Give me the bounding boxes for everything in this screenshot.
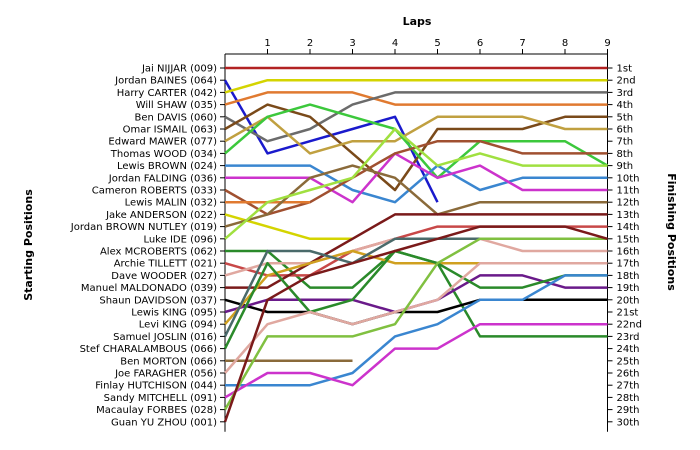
finish-position-label: 2nd xyxy=(617,76,636,87)
finish-position-label: 6th xyxy=(617,125,634,136)
lap-tick-label: 5 xyxy=(434,38,440,49)
finish-position-label: 19th xyxy=(617,283,640,294)
finish-position-label: 12th xyxy=(617,198,640,209)
driver-line xyxy=(224,322,608,399)
finish-position-label: 5th xyxy=(617,112,634,123)
driver-start-label: Guan YU ZHOU (001) xyxy=(111,417,217,428)
finish-position-label: 29th xyxy=(617,405,640,416)
driver-start-label: Will SHAW (035) xyxy=(136,100,217,111)
finish-position-label: 15th xyxy=(617,234,640,245)
finish-position-label: 20th xyxy=(617,295,640,306)
driver-start-label: Levi KING (094) xyxy=(139,320,217,331)
driver-start-label: Finlay HUTCHISON (044) xyxy=(95,381,217,392)
driver-line xyxy=(224,164,608,228)
driver-start-label: Alex MCROBERTS (062) xyxy=(100,247,217,258)
finish-position-label: 28th xyxy=(617,393,640,404)
driver-line xyxy=(224,115,608,155)
driver-line xyxy=(223,225,608,423)
lap-tick-label: 4 xyxy=(392,38,398,49)
finish-position-label: 17th xyxy=(617,259,640,270)
finish-position-label: 11th xyxy=(617,186,640,197)
driver-lines xyxy=(223,66,609,423)
lap-tick-labels: 1 2 3 4 5 6 7 8 9 xyxy=(264,38,610,49)
axes xyxy=(220,49,613,432)
finish-position-label: 7th xyxy=(617,137,634,148)
driver-start-label: Thomas WOOD (034) xyxy=(110,149,217,160)
finish-position-label: 23rd xyxy=(617,332,640,343)
driver-line xyxy=(225,152,608,204)
finish-position-label: 10th xyxy=(617,173,640,184)
lap-tick-label: 8 xyxy=(562,38,568,49)
driver-start-label: Jordan BAINES (064) xyxy=(114,76,217,87)
y-axis-left-label: Starting Positions xyxy=(22,189,35,301)
driver-line xyxy=(225,164,608,204)
driver-start-label: Manuel MALDONADO (039) xyxy=(81,283,217,294)
driver-line xyxy=(224,91,608,106)
finish-position-label: 26th xyxy=(617,369,640,380)
driver-line xyxy=(223,237,608,337)
driver-line xyxy=(224,298,608,326)
finish-position-label: 3rd xyxy=(617,88,634,99)
lap-tick-label: 9 xyxy=(604,38,610,49)
finish-position-label: 24th xyxy=(617,344,640,355)
driver-start-label: Edward MAWER (077) xyxy=(108,137,217,148)
finishing-position-labels: 1st2nd3rd4th5th6th7th8th9th10th11th12th1… xyxy=(617,64,642,429)
lap-tick-label: 3 xyxy=(349,38,355,49)
driver-line xyxy=(224,78,608,94)
driver-start-label: Dave WOODER (027) xyxy=(111,271,217,282)
starting-position-labels: Jai NIJJAR (009)Jordan BAINES (064)Harry… xyxy=(70,64,217,429)
driver-line xyxy=(224,91,608,143)
driver-start-label: Shaun DAVIDSON (037) xyxy=(99,295,217,306)
driver-line xyxy=(224,103,609,180)
finish-position-label: 22nd xyxy=(617,320,642,331)
driver-line xyxy=(224,127,608,240)
finish-position-label: 25th xyxy=(617,356,640,367)
driver-start-label: Samuel JOSLIN (016) xyxy=(113,332,217,343)
chart-title: Laps xyxy=(403,15,432,28)
driver-line xyxy=(225,274,608,387)
driver-start-label: Archie TILLETT (021) xyxy=(114,259,217,270)
finish-position-label: 4th xyxy=(617,100,634,111)
driver-line xyxy=(223,237,608,411)
finish-position-label: 27th xyxy=(617,381,640,392)
driver-start-label: Ben MORTON (066) xyxy=(120,356,217,367)
driver-start-label: Lewis BROWN (024) xyxy=(117,161,217,172)
driver-start-label: Joe FARAGHER (056) xyxy=(114,369,217,380)
driver-start-label: Ben DAVIS (060) xyxy=(135,112,218,123)
driver-start-label: Harry CARTER (042) xyxy=(117,88,217,99)
finish-position-label: 21st xyxy=(617,308,639,319)
driver-start-label: Lewis MALIN (032) xyxy=(125,198,218,209)
driver-line xyxy=(224,213,353,241)
driver-start-label: Stef CHARALAMBOUS (066) xyxy=(80,344,218,355)
finish-position-label: 1st xyxy=(617,64,633,75)
finish-position-label: 13th xyxy=(617,210,640,221)
y-axis-right-label: Finishing Positions xyxy=(665,173,678,291)
finish-position-label: 8th xyxy=(617,149,634,160)
finish-position-label: 9th xyxy=(617,161,634,172)
driver-start-label: Jordan BROWN NUTLEY (019) xyxy=(70,222,217,233)
finish-position-label: 18th xyxy=(617,271,640,282)
driver-line xyxy=(225,213,608,289)
lap-tick-label: 6 xyxy=(477,38,483,49)
driver-start-label: Lewis KING (095) xyxy=(131,308,217,319)
finish-position-label: 30th xyxy=(617,417,640,428)
driver-start-label: Macaulay FORBES (028) xyxy=(96,405,217,416)
lap-tick-label: 2 xyxy=(307,38,313,49)
driver-start-label: Luke IDE (096) xyxy=(143,234,217,245)
driver-start-label: Sandy MITCHELL (091) xyxy=(104,393,217,404)
finish-position-label: 16th xyxy=(617,247,640,258)
driver-start-label: Omar ISMAIL (063) xyxy=(123,125,217,136)
lap-tick-label: 1 xyxy=(264,38,270,49)
driver-start-label: Cameron ROBERTS (033) xyxy=(92,186,217,197)
lap-tick-label: 7 xyxy=(519,38,525,49)
driver-start-label: Jai NIJJAR (009) xyxy=(141,64,217,75)
driver-start-label: Jake ANDERSON (022) xyxy=(105,210,217,221)
finish-position-label: 14th xyxy=(617,222,640,233)
driver-start-label: Jordan FALDING (036) xyxy=(108,173,217,184)
driver-line xyxy=(224,261,608,374)
